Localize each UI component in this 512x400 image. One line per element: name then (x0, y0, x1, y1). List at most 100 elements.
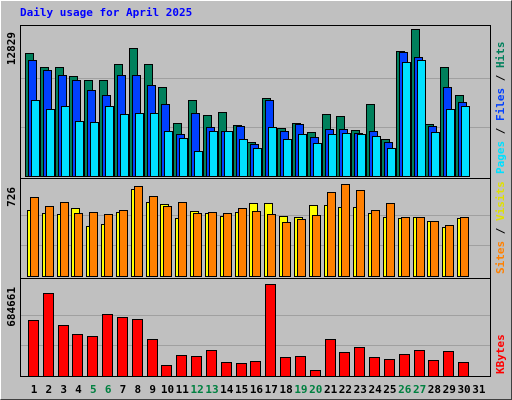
bar (120, 114, 129, 177)
bar (250, 361, 261, 377)
bar (90, 122, 99, 177)
bar (280, 357, 291, 377)
bar (149, 196, 158, 277)
bar (460, 217, 469, 277)
bar (58, 325, 69, 377)
bar (194, 151, 203, 177)
bar (60, 202, 69, 277)
chart-title: Daily usage for April 2025 (20, 6, 192, 19)
x-tick-label: 11 (176, 383, 190, 396)
bar (28, 320, 39, 377)
bar (135, 113, 144, 177)
x-tick-label: 14 (220, 383, 234, 396)
bar (224, 131, 233, 177)
x-tick-label: 2 (46, 383, 53, 396)
bar (163, 206, 172, 277)
x-tick-label: 9 (149, 383, 156, 396)
bar (179, 138, 188, 177)
x-tick-label: 16 (250, 383, 264, 396)
bar (430, 221, 439, 277)
bar (356, 190, 365, 277)
bar (191, 356, 202, 377)
bar (357, 134, 366, 177)
bar (89, 212, 98, 277)
x-tick-label: 21 (324, 383, 338, 396)
bar (134, 186, 143, 277)
bar (443, 351, 454, 377)
bar (431, 132, 440, 177)
bar (104, 214, 113, 277)
legend-entry: Visits (494, 181, 507, 221)
x-tick-label: 15 (235, 383, 248, 396)
x-tick-label: 24 (368, 383, 382, 396)
bar (369, 357, 380, 377)
bar (445, 225, 454, 277)
bar (31, 100, 40, 177)
bar (132, 319, 143, 377)
bar (75, 121, 84, 177)
bar (341, 184, 350, 277)
x-tick-label: 13 (205, 383, 218, 396)
bar (446, 109, 455, 177)
bar (283, 139, 292, 177)
bar (402, 62, 411, 177)
bar (193, 213, 202, 277)
bar (74, 213, 83, 277)
bar (253, 148, 262, 177)
x-tick-label: 10 (161, 383, 174, 396)
x-tick-label: 4 (75, 383, 82, 396)
x-tick-label: 1 (31, 383, 38, 396)
bar (414, 350, 425, 377)
bar (238, 208, 247, 277)
bar (150, 113, 159, 177)
bar (161, 365, 172, 377)
bar (223, 213, 232, 277)
bar (268, 127, 277, 177)
bar (312, 215, 321, 277)
x-tick-label: 12 (191, 383, 204, 396)
x-tick-label: 27 (413, 383, 426, 396)
y-tick-label: 726 (5, 187, 18, 207)
x-tick-label: 17 (265, 383, 278, 396)
bar (105, 106, 114, 177)
bar (208, 212, 217, 277)
y-tick-label: 684661 (5, 287, 18, 327)
bar (325, 339, 336, 377)
bar (458, 362, 469, 377)
bar (206, 350, 217, 377)
bar (428, 360, 439, 377)
bar (252, 211, 261, 277)
x-tick-label: 23 (354, 383, 367, 396)
bar (461, 106, 470, 177)
bar (327, 192, 336, 277)
bar (102, 314, 113, 377)
bar (209, 131, 218, 177)
x-tick-label: 8 (134, 383, 141, 396)
legend-separator: / (494, 121, 507, 141)
bar (387, 148, 396, 177)
legend-entry: Hits (494, 42, 507, 69)
legend: KBytes (494, 334, 507, 374)
bar (417, 60, 426, 177)
bar (72, 334, 83, 377)
legend-entry: KBytes (494, 334, 507, 374)
legend-separator: / (494, 221, 507, 241)
legend: Pages / Files / Hits (494, 42, 507, 175)
bar (267, 214, 276, 277)
x-tick-label: 3 (60, 383, 67, 396)
bar (282, 222, 291, 277)
bar (164, 131, 173, 177)
x-tick-label: 28 (428, 383, 441, 396)
bar (30, 197, 39, 277)
bar (147, 339, 158, 377)
bar (310, 370, 321, 377)
x-tick-label: 20 (309, 383, 322, 396)
bar (384, 359, 395, 377)
bar (119, 210, 128, 277)
bar (416, 217, 425, 277)
x-tick-label: 7 (120, 383, 127, 396)
bar (328, 134, 337, 177)
x-tick-label: 5 (90, 383, 97, 396)
